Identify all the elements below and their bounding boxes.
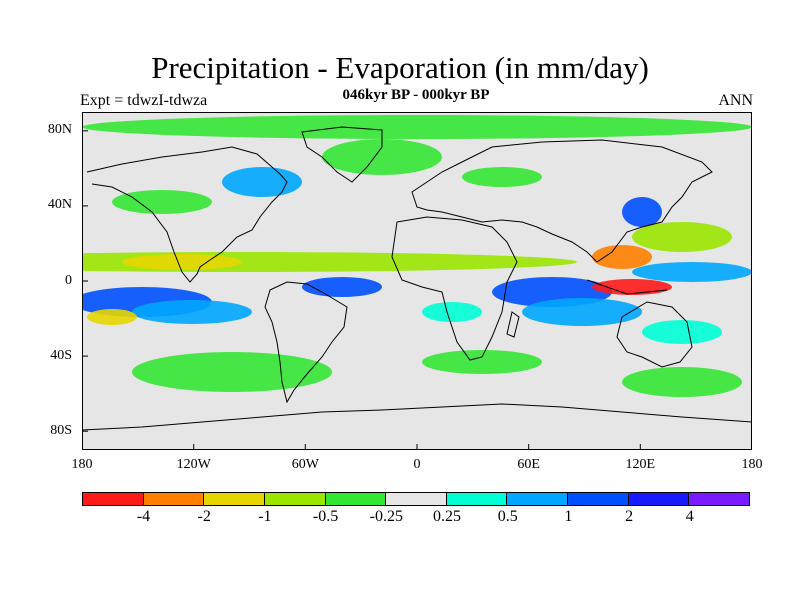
colorbar-label: 0.25: [433, 508, 461, 525]
colorbar-segment: [689, 493, 750, 505]
field-patch: [132, 352, 332, 392]
lat-label-40s: 40S: [50, 348, 72, 363]
lon-label-120w: 120W: [176, 457, 211, 472]
tick-marks: [82, 130, 641, 450]
field-patch: [462, 167, 542, 187]
colorbar-label: 4: [685, 508, 694, 525]
colorbar-label: 2: [625, 508, 634, 525]
lon-label-0: 0: [413, 457, 421, 472]
field-patch: [222, 167, 302, 197]
colorbar-segment: [264, 493, 326, 505]
coast-africa: [391, 216, 518, 361]
coast-south-america: [264, 281, 348, 404]
colorbar-label: 0.5: [497, 508, 518, 525]
field-patch: [87, 309, 137, 325]
coast-greenland: [301, 126, 383, 183]
experiment-label: Expt = tdwzI-tdwza: [80, 92, 208, 109]
colorbar-segment: [83, 493, 144, 505]
coast-madagascar: [506, 311, 520, 338]
colorbar-label: 1: [564, 508, 573, 525]
plot-title: Precipitation - Evaporation (in mm/day): [151, 50, 649, 85]
coast-australia: [616, 301, 693, 368]
coast-antarctica: [82, 403, 752, 431]
colorbar-segment: [568, 493, 629, 505]
colorbar-segment: [628, 493, 690, 505]
field-patch: [422, 302, 482, 322]
lon-label-180w: 180: [71, 457, 93, 472]
field-patch: [422, 350, 542, 374]
colorbar-segment: [386, 493, 447, 505]
coast-eurasia: [411, 139, 713, 263]
field-patch: [112, 190, 212, 214]
field-patch: [632, 222, 732, 252]
colorbar: [82, 492, 750, 506]
plot-subtitle: 046kyr BP - 000kyr BP: [342, 87, 490, 103]
field-patch: [592, 245, 652, 269]
lon-label-180e: 180: [741, 457, 763, 472]
field-patch: [322, 139, 442, 175]
colorbar-segment: [204, 493, 265, 505]
field-patch: [302, 277, 382, 297]
coastlines: [82, 126, 752, 431]
coast-maritime-continent: [586, 279, 668, 295]
field-layer: [82, 115, 752, 397]
lon-label-60e: 60E: [517, 457, 540, 472]
field-patch: [122, 254, 242, 270]
map-plot: [82, 112, 752, 450]
colorbar-segment: [507, 493, 569, 505]
colorbar-label: -4: [136, 508, 151, 525]
lat-label-80n: 80N: [47, 122, 72, 137]
field-patch: [642, 320, 722, 344]
colorbar-segment: [325, 493, 387, 505]
colorbar-label: -2: [197, 508, 211, 525]
field-patch: [522, 298, 642, 326]
lat-label-40n: 40N: [47, 197, 72, 212]
colorbar-label: -1: [258, 508, 272, 525]
lon-label-60w: 60W: [291, 457, 319, 472]
colorbar-label: -0.5: [312, 508, 339, 525]
colorbar-segment: [446, 493, 508, 505]
field-patch: [622, 197, 662, 227]
season-label: ANN: [718, 92, 753, 109]
lat-label-80s: 80S: [50, 423, 72, 438]
colorbar-segment: [143, 493, 205, 505]
field-patch: [132, 300, 252, 324]
coast-north-america: [86, 146, 288, 283]
lat-label-0: 0: [65, 273, 72, 288]
field-patch: [622, 367, 742, 397]
lon-label-120e: 120E: [625, 457, 656, 472]
field-patch: [632, 262, 752, 282]
field-patch: [592, 279, 672, 295]
colorbar-label: -0.25: [369, 508, 403, 525]
field-patch: [82, 115, 752, 139]
